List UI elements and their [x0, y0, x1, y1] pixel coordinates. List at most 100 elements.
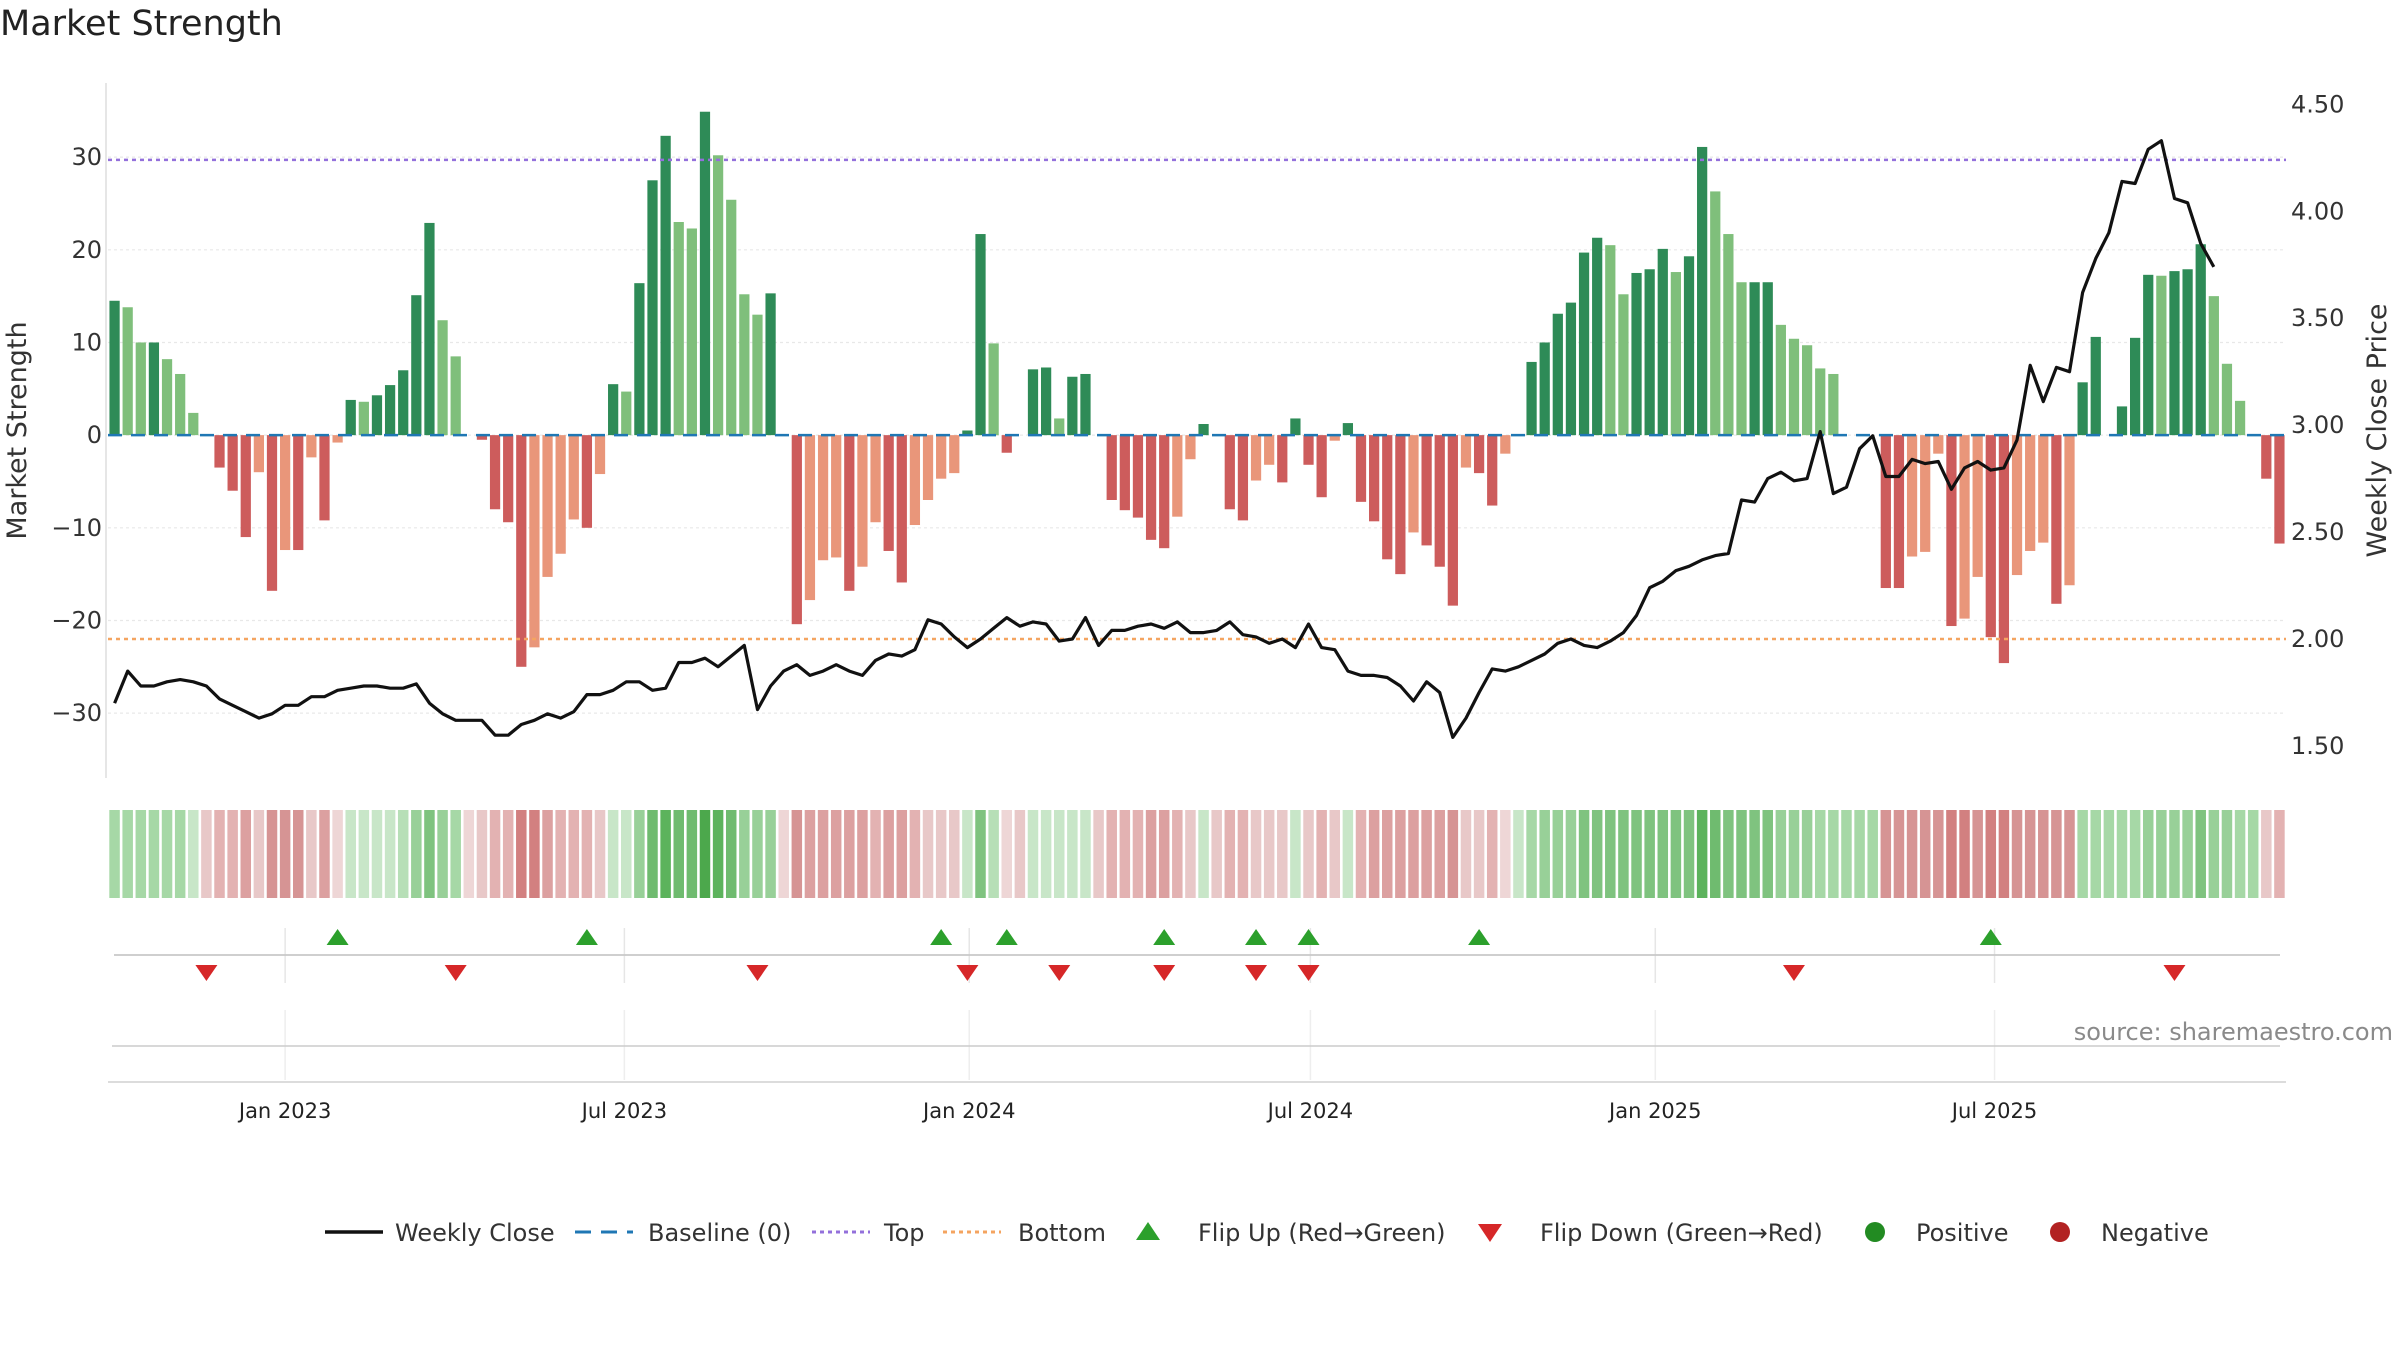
legend-label: Positive	[1916, 1219, 2009, 1247]
flip-up-marker	[930, 929, 953, 945]
strength-bar-negative	[1893, 435, 1905, 589]
regime-cell	[1841, 810, 1852, 898]
chart-title: Market Strength	[0, 4, 283, 44]
regime-cell	[529, 810, 540, 898]
x-tick-label: Jan 2023	[237, 1099, 332, 1123]
strength-bar-negative	[516, 435, 527, 667]
regime-cell	[2051, 810, 2062, 898]
strength-bar-negative	[542, 435, 553, 577]
strength-bar-negative	[280, 435, 291, 551]
regime-cell	[1486, 810, 1498, 898]
regime-cell	[1290, 810, 1301, 898]
regime-cell	[279, 810, 291, 898]
legend: Weekly Close Baseline (0) Top Bottom Flip Up…	[325, 1219, 2209, 1247]
regime-cell	[1618, 810, 1629, 898]
regime-cell	[594, 810, 606, 898]
regime-cell	[1565, 810, 1577, 898]
legend-label: Top	[883, 1219, 925, 1247]
strength-bar-positive	[135, 342, 146, 436]
strength-bar-positive	[621, 391, 632, 436]
strength-bar-negative	[1106, 435, 1117, 500]
strength-bar-negative	[844, 435, 855, 591]
strength-bar-positive	[2129, 337, 2141, 436]
flip-down-marker	[1048, 965, 1071, 981]
y-left-tick-label: 30	[71, 143, 102, 171]
legend-swatch	[1865, 1222, 1885, 1242]
strength-bar-positive	[2169, 271, 2180, 436]
regime-cell	[1224, 810, 1236, 898]
strength-bar-negative	[1355, 435, 1367, 502]
regime-cell	[384, 810, 396, 898]
strength-bar-negative	[2038, 435, 2049, 543]
strength-bar-positive	[1788, 338, 1800, 436]
strength-bar-negative	[883, 435, 894, 551]
axes: 30 20 10 0 −10 −20 −30 4.50 4.00 3.50 3.00 2.50 2.00…	[2, 83, 2393, 778]
regime-cell	[2156, 810, 2167, 898]
regime-cell	[922, 810, 934, 898]
strength-bar-negative	[1880, 435, 1891, 589]
regime-cell	[2169, 810, 2180, 898]
regime-cell	[1801, 810, 1813, 898]
strength-bar-negative	[791, 435, 802, 625]
regime-cell	[161, 810, 173, 898]
flip-up-marker	[575, 929, 598, 945]
strength-bar-positive	[712, 155, 724, 436]
regime-cell	[935, 810, 947, 898]
strength-bar-negative	[1959, 435, 1970, 619]
regime-cell	[949, 810, 960, 898]
y-left-axis-title: Market Strength	[2, 321, 33, 539]
x-tick-label: Jul 2024	[1266, 1099, 1353, 1123]
regime-cell	[2221, 810, 2233, 898]
regime-cell	[1644, 810, 1655, 898]
strength-bar-positive	[188, 412, 199, 436]
regime-cell	[1526, 810, 1537, 898]
strength-bar-negative	[1316, 435, 1327, 498]
date-axis: Jan 2023 Jul 2023 Jan 2024 Jul 2024 Jan 2025…	[108, 1010, 2286, 1123]
weekly-close-series	[113, 139, 2216, 740]
regime-cell	[1053, 810, 1065, 898]
strength-bar-positive	[1801, 345, 1813, 436]
regime-cell	[2064, 810, 2075, 898]
strength-bar-negative	[909, 435, 921, 526]
x-tick-label: Jan 2025	[1607, 1099, 1702, 1123]
regime-cell	[752, 810, 763, 898]
strength-bar-positive	[660, 135, 671, 436]
regime-cell	[2090, 810, 2102, 898]
strength-bar-positive	[1736, 282, 1747, 436]
strength-bar-negative	[2025, 435, 2036, 551]
regime-cell	[1368, 810, 1380, 898]
flip-up-marker	[326, 929, 349, 945]
regime-cell	[1329, 810, 1341, 898]
strength-bar-negative	[1460, 435, 1472, 468]
strength-bar-positive	[1565, 302, 1577, 436]
regime-cell	[1591, 810, 1603, 898]
flip-up-marker	[1468, 929, 1491, 945]
regime-cell	[1381, 810, 1393, 898]
regime-cell	[2142, 810, 2154, 898]
flip-down-marker	[1782, 965, 1805, 981]
legend-label: Negative	[2101, 1219, 2209, 1247]
strength-bar-positive	[109, 300, 120, 436]
strength-bar-positive	[175, 373, 186, 436]
grid-layer	[108, 156, 2286, 714]
strength-bar-negative	[857, 435, 868, 567]
legend-item: Flip Up (Red→Green)	[1136, 1219, 1446, 1247]
regime-cell	[1906, 810, 1918, 898]
strength-bar-negative	[306, 435, 317, 458]
strength-bar-positive	[699, 111, 711, 436]
regime-cell	[568, 810, 580, 898]
strength-bar-negative	[1145, 435, 1157, 540]
regime-cell	[148, 810, 160, 898]
strength-bar-negative	[2261, 435, 2272, 479]
regime-cell	[1775, 810, 1787, 898]
regime-cell	[621, 810, 632, 898]
strength-bar-positive	[2156, 275, 2167, 436]
y-left-tick-label: −10	[51, 514, 102, 542]
strength-bar-negative	[227, 435, 238, 491]
regime-cell	[345, 810, 356, 898]
y-right-axis-title: Weekly Close Price	[2362, 303, 2393, 557]
flip-down-marker	[1297, 965, 1320, 981]
strength-bar-positive	[1670, 272, 1682, 436]
regime-cell	[542, 810, 553, 898]
y-left-tick-label: 20	[71, 236, 102, 264]
